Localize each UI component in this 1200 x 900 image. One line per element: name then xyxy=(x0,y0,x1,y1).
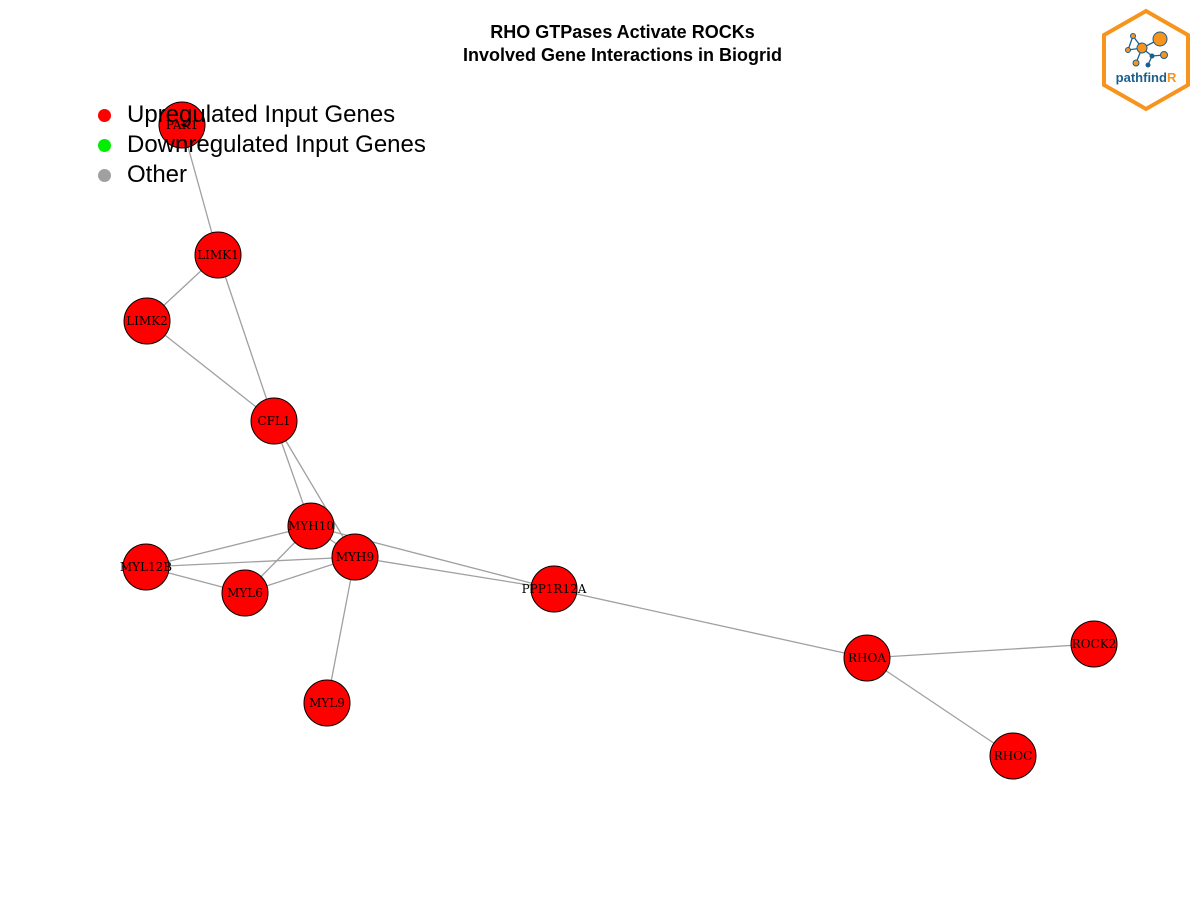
edge-myh9-myl9 xyxy=(326,556,356,704)
legend-item-other: Other xyxy=(98,160,426,190)
node-circle-myh10 xyxy=(287,502,335,550)
node-label-pak1: PAK1 xyxy=(166,118,198,132)
node-label-rock2: ROCK2 xyxy=(1072,637,1117,651)
node-pak1: PAK1 xyxy=(158,101,206,149)
node-myh9: MYH9 xyxy=(331,533,379,581)
node-label-myl9: MYL9 xyxy=(309,696,345,710)
node-circle-ppp1r12a xyxy=(530,565,578,613)
node-rhoc: RHOC xyxy=(989,732,1037,780)
diagram-title-line-2: Involved Gene Interactions in Biogrid xyxy=(462,45,783,65)
node-myl12b: MYL12B xyxy=(120,543,172,591)
legend-label-upregulated: Upregulated Input Genes xyxy=(127,101,396,128)
legend-item-upregulated: Upregulated Input Genes xyxy=(98,100,426,130)
legend-dot-other xyxy=(98,168,111,182)
node-label-rhoa: RHOA xyxy=(848,651,886,665)
node-circle-myl12b xyxy=(122,543,170,591)
edge-myh9-ppp1r12a xyxy=(354,556,555,590)
edge-myh9-myl12b xyxy=(145,556,356,568)
node-circle-rhoc xyxy=(989,732,1037,780)
node-label-myl12b: MYL12B xyxy=(120,560,172,574)
node-label-cfl1: CFL1 xyxy=(257,414,290,428)
nodes-layer: PAK1 LIMK1 LIMK2 CFL1 MYH10 MYH9 MYL12B MYL6 MYL… xyxy=(120,101,1118,780)
node-myl9: MYL9 xyxy=(303,679,351,727)
edges-layer xyxy=(145,124,1095,757)
node-label-myh9: MYH9 xyxy=(336,550,374,564)
node-rock2: ROCK2 xyxy=(1070,620,1118,668)
node-label-limk1: LIMK1 xyxy=(197,248,239,262)
edge-limk1-cfl1 xyxy=(217,254,275,422)
node-label-myh10: MYH10 xyxy=(288,519,334,533)
node-label-rhoc: RHOC xyxy=(994,749,1033,763)
node-circle-cfl1 xyxy=(250,397,298,445)
node-circle-rhoa xyxy=(843,634,891,682)
svg-text:pathfindR: pathfindR xyxy=(1116,70,1177,85)
node-circle-limk1 xyxy=(194,231,242,279)
node-rhoa: RHOA xyxy=(843,634,891,682)
node-circle-limk2 xyxy=(123,297,171,345)
logo-text-main: pathfind xyxy=(1116,70,1167,85)
node-ppp1r12a: PPP1R12A xyxy=(522,565,587,613)
legend-dot-downregulated xyxy=(98,138,111,152)
node-circle-myl9 xyxy=(303,679,351,727)
node-myl6: MYL6 xyxy=(221,569,269,617)
node-label-limk2: LIMK2 xyxy=(126,314,168,328)
node-limk1: LIMK1 xyxy=(194,231,242,279)
diagram-title-line-1: RHO GTPases Activate ROCKs xyxy=(490,22,755,42)
node-limk2: LIMK2 xyxy=(123,297,171,345)
edge-myh10-myl12b xyxy=(145,525,312,568)
legend-item-downregulated: Downregulated Input Genes xyxy=(98,130,426,160)
node-label-ppp1r12a: PPP1R12A xyxy=(522,582,587,596)
node-circle-pak1 xyxy=(158,101,206,149)
edge-rhoa-rock2 xyxy=(866,643,1095,659)
node-circle-myh9 xyxy=(331,533,379,581)
node-cfl1: CFL1 xyxy=(250,397,298,445)
node-circle-rock2 xyxy=(1070,620,1118,668)
logo-text-accent: R xyxy=(1167,70,1177,85)
node-circle-myl6 xyxy=(221,569,269,617)
node-myh10: MYH10 xyxy=(287,502,335,550)
node-label-myl6: MYL6 xyxy=(227,586,263,600)
legend-label-other: Other xyxy=(127,161,188,188)
edge-rhoa-rhoc xyxy=(866,657,1014,757)
legend: Upregulated Input Genes Downregulated In… xyxy=(98,100,426,190)
network-icon-nodes xyxy=(1125,31,1168,68)
legend-label-downregulated: Downregulated Input Genes xyxy=(127,131,426,158)
edge-ppp1r12a-rhoa xyxy=(553,588,868,659)
pathfindr-logo: pathfindR xyxy=(1102,8,1190,112)
legend-dot-upregulated xyxy=(98,108,111,122)
edge-limk2-cfl1 xyxy=(146,320,275,422)
